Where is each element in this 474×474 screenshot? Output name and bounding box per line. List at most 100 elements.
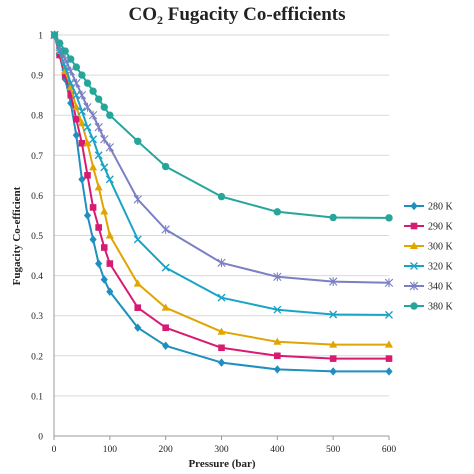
data-point-marker	[410, 222, 418, 230]
data-point-marker	[95, 224, 102, 231]
data-point-marker	[100, 275, 108, 284]
axes	[53, 35, 390, 440]
legend-item: 290 K	[404, 222, 454, 233]
chart-title-main: CO	[128, 4, 157, 25]
chart-title-subscript: 2	[157, 13, 163, 27]
data-point-marker	[410, 241, 418, 249]
data-point-marker	[410, 201, 418, 211]
data-point-marker	[77, 90, 87, 100]
y-tick-label: 0.4	[31, 272, 43, 282]
data-point-marker	[273, 365, 281, 374]
data-point-marker	[72, 78, 81, 88]
data-point-marker	[73, 115, 80, 123]
y-tick-label: 0.1	[31, 392, 43, 402]
data-point-marker	[410, 302, 418, 310]
x-tick-label: 200	[159, 445, 174, 455]
y-tick-label: 0.6	[31, 192, 43, 202]
data-point-marker	[83, 139, 92, 147]
data-point-marker	[61, 47, 69, 55]
y-tick-label: 0	[38, 433, 43, 443]
x-tick-label: 500	[326, 445, 341, 455]
series-line	[53, 34, 390, 316]
data-point-marker	[134, 137, 142, 145]
data-point-marker	[56, 51, 63, 59]
series-line	[53, 34, 389, 373]
data-point-marker	[100, 134, 109, 144]
data-point-marker	[385, 355, 393, 362]
legend-item: 340 K	[404, 282, 454, 293]
data-point-marker	[329, 340, 338, 348]
data-point-marker	[385, 214, 393, 222]
series-340-k	[50, 30, 394, 288]
data-point-marker	[106, 260, 114, 267]
data-point-marker	[67, 91, 75, 99]
data-point-marker	[273, 305, 282, 314]
y-tick-label: 0.2	[31, 352, 43, 362]
data-point-marker	[83, 123, 92, 132]
data-point-marker	[72, 63, 81, 71]
data-point-marker	[385, 340, 393, 348]
data-point-marker	[55, 39, 64, 47]
x-tick-label: 100	[103, 445, 118, 455]
data-point-marker	[89, 235, 97, 244]
legend-item: 380 K	[404, 302, 454, 313]
data-point-marker	[133, 235, 142, 244]
data-point-marker	[60, 54, 70, 64]
data-point-marker	[83, 79, 92, 87]
x-tick-label: 400	[270, 445, 285, 455]
legend-label: 380 K	[428, 302, 454, 313]
x-tick-label: 300	[214, 445, 229, 455]
data-point-marker	[89, 204, 97, 211]
data-point-marker	[106, 287, 114, 296]
data-point-marker	[89, 87, 97, 95]
legend-label: 280 K	[428, 202, 454, 213]
data-point-marker	[100, 207, 109, 215]
series-320-k	[50, 31, 393, 319]
data-point-marker	[78, 71, 86, 79]
data-point-marker	[77, 107, 86, 116]
y-tick-label: 1	[38, 32, 43, 42]
data-point-marker	[105, 142, 115, 152]
data-point-marker	[161, 303, 170, 311]
y-axis-label: Fugacity Co-efficient	[11, 186, 23, 285]
data-point-marker	[67, 55, 75, 63]
data-point-marker	[329, 213, 337, 222]
data-point-marker	[329, 367, 337, 376]
legend-label: 340 K	[428, 282, 454, 293]
data-point-marker	[106, 111, 114, 119]
series-group	[50, 30, 394, 376]
data-point-marker	[133, 279, 142, 287]
legend-item: 300 K	[404, 242, 454, 253]
data-point-marker	[162, 324, 169, 332]
data-point-marker	[161, 162, 170, 171]
chart-title-rest: Fugacity Co-efficients	[163, 4, 346, 25]
data-point-marker	[274, 352, 281, 360]
data-point-marker	[134, 323, 142, 332]
series-380-k	[50, 31, 393, 222]
data-point-marker	[89, 163, 98, 171]
data-point-marker	[105, 231, 114, 239]
data-point-marker	[94, 151, 103, 160]
legend-item: 280 K	[404, 202, 454, 213]
data-point-marker	[385, 367, 393, 376]
data-point-marker	[72, 131, 80, 140]
y-tick-label: 0.8	[31, 112, 43, 122]
data-point-marker	[100, 244, 108, 251]
data-point-marker	[217, 192, 226, 201]
legend-label: 290 K	[428, 222, 454, 233]
x-axis-label: Pressure (bar)	[188, 458, 255, 470]
legend-label: 300 K	[428, 242, 454, 253]
data-point-marker	[161, 225, 170, 234]
x-tick-labels: 0 100 200 300 400 500 600	[52, 445, 397, 455]
y-tick-label: 0.7	[31, 152, 43, 162]
legend-item: 320 K	[404, 262, 454, 273]
y-tick-labels: 0 0.1 0.2 0.3 0.4 0.5 0.6 0.7 0.8 0.9 1	[31, 32, 43, 443]
data-point-marker	[410, 262, 418, 270]
data-point-marker	[273, 272, 282, 282]
data-point-marker	[100, 103, 108, 111]
data-point-marker	[273, 208, 282, 216]
x-tick-label: 600	[382, 445, 397, 455]
data-point-marker	[94, 183, 103, 191]
data-point-marker	[83, 102, 92, 112]
